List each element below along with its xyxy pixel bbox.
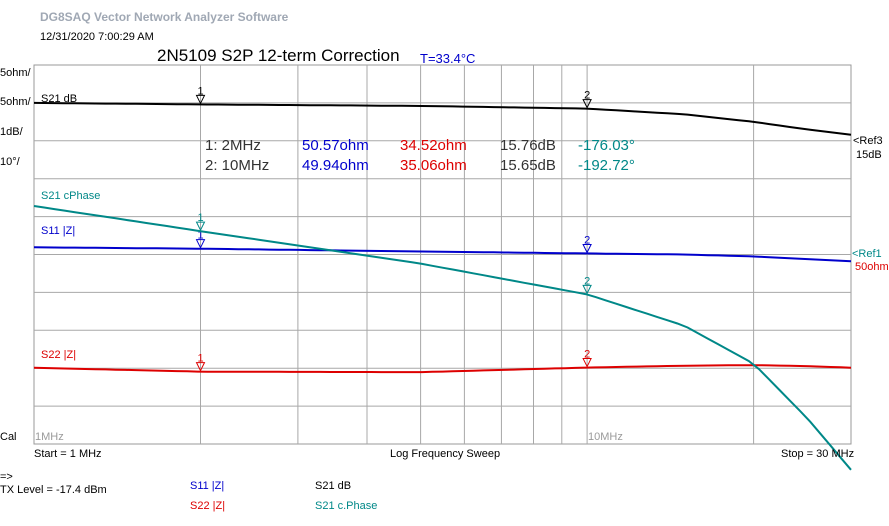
marker-2-number: 2: [584, 349, 590, 361]
timestamp: 12/31/2020 7:00:29 AM: [40, 31, 154, 43]
grid: [34, 65, 851, 444]
scale-s22: 5ohm/: [0, 96, 31, 108]
marker-2-s22: 35.06ohm: [400, 157, 467, 174]
marker-1-number: 1: [198, 353, 204, 365]
marker-1-label: 1: 2MHz: [205, 137, 261, 154]
scale-s21db: 1dB/: [0, 126, 23, 138]
ref12-label: <Ref1: [852, 248, 882, 260]
marker-2-number: 2: [584, 234, 590, 246]
marker-2-s11: 49.94ohm: [302, 157, 369, 174]
sweep-mode: Log Frequency Sweep: [390, 448, 501, 460]
cal-label: Cal: [0, 431, 17, 443]
marker-1-s22: 34.52ohm: [400, 137, 467, 154]
chart-title: 2N5109 S2P 12-term Correction: [157, 46, 400, 65]
marker-2-triangle: [582, 284, 592, 295]
trace-label-s21db: S21 dB: [41, 93, 78, 105]
ref12-value: 50ohm: [855, 261, 889, 273]
trace-s22-z-: [33, 364, 852, 374]
marker-2-s21db: 15.65dB: [500, 157, 556, 174]
marker-1-number: 1: [198, 212, 204, 224]
marker-1-number: 1: [198, 85, 204, 97]
marker-2-number: 2: [584, 90, 590, 102]
marker-1-triangle: [195, 239, 206, 249]
marker-1-triangle: [195, 362, 206, 372]
chart-traces: 1 2 1 2 1 2 1 2: [33, 85, 852, 471]
ref3-label: <Ref3: [853, 135, 883, 147]
x-tick-10mhz: 10MHz: [588, 431, 623, 443]
legend-s22[interactable]: S22 |Z|: [190, 500, 226, 512]
command-prompt: =>: [0, 471, 13, 483]
scale-phase: 10°/: [0, 156, 20, 168]
marker-1-number: 1: [198, 230, 204, 242]
marker-1-s21db: 15.76dB: [500, 137, 556, 154]
marker-1-triangle: [195, 221, 206, 232]
marker-1-triangle: [195, 94, 206, 105]
tx-level: TX Level = -17.4 dBm: [0, 484, 107, 496]
temperature-readout: T=33.4°C: [420, 51, 476, 66]
ref3-value: 15dB: [856, 149, 882, 161]
marker-1-s11: 50.57ohm: [302, 137, 369, 154]
app-title: DG8SAQ Vector Network Analyzer Software: [40, 10, 289, 24]
start-frequency: Start = 1 MHz: [34, 448, 102, 460]
x-tick-1mhz: 1MHz: [35, 431, 64, 443]
marker-2-number: 2: [584, 275, 590, 287]
trace-s21-cphase: [33, 205, 852, 471]
marker-2-triangle: [582, 99, 592, 109]
trace-s11-z-: [33, 246, 852, 263]
marker-2-label: 2: 10MHz: [205, 157, 270, 174]
marker-2-triangle: [582, 243, 592, 254]
marker-1-phase: -176.03°: [578, 137, 635, 154]
trace-s21-db: [33, 101, 852, 136]
legend-phase[interactable]: S21 c.Phase: [315, 500, 378, 512]
trace-label-s22: S22 |Z|: [41, 349, 77, 361]
trace-label-s11: S11 |Z|: [41, 225, 76, 237]
marker-2-triangle: [582, 358, 592, 368]
trace-label-phase: S21 cPhase: [41, 190, 101, 202]
stop-frequency: Stop = 30 MHz: [781, 448, 855, 460]
marker-2-phase: -192.72°: [578, 157, 635, 174]
legend-s11[interactable]: S11 |Z|: [190, 480, 225, 492]
legend-s21db[interactable]: S21 dB: [315, 480, 352, 492]
scale-s11: 5ohm/: [0, 67, 31, 79]
